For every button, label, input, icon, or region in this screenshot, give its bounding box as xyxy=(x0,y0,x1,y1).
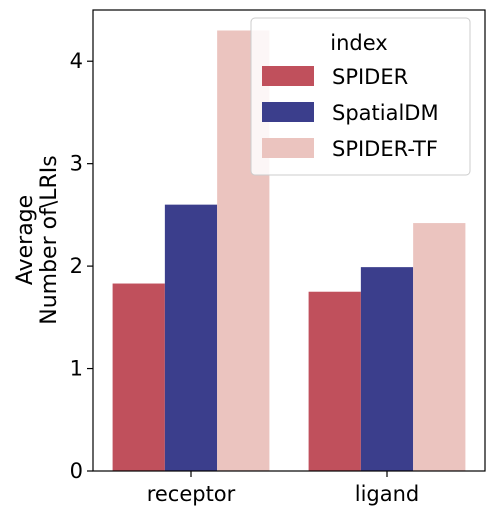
y-tick-label: 4 xyxy=(70,49,83,73)
bar-spider-ligand xyxy=(308,291,361,471)
y-tick-label: 1 xyxy=(70,357,83,381)
legend-title: index xyxy=(330,31,387,55)
bar-spider-tf-ligand xyxy=(413,223,466,471)
plot-frame xyxy=(92,9,486,472)
bar-spider-receptor xyxy=(112,283,165,471)
bars-layer xyxy=(112,30,466,471)
x-tick-label: ligand xyxy=(355,482,420,506)
y-axis-label: Average Number of\LRIs xyxy=(13,155,62,324)
x-tick-label: receptor xyxy=(147,482,236,506)
y-tick-label: 2 xyxy=(70,254,83,278)
y-axis-label-line-2: Number of\LRIs xyxy=(37,155,62,324)
legend-label-spider-tf: SPIDER-TF xyxy=(332,137,438,161)
y-axis-ticks: 0 1 2 3 4 xyxy=(70,49,93,483)
y-tick-label: 0 xyxy=(70,459,83,483)
y-axis-label-line-1: Average xyxy=(13,195,38,285)
legend: index SPIDER SpatialDM SPIDER-TF xyxy=(250,17,471,176)
legend-swatch-spatialdm xyxy=(262,102,314,122)
legend-label-spider: SPIDER xyxy=(332,65,408,89)
legend-box xyxy=(250,17,471,176)
legend-items: SPIDER SpatialDM SPIDER-TF xyxy=(262,65,439,161)
bar-spatialdm-ligand xyxy=(360,267,414,471)
legend-swatch-spider xyxy=(262,66,314,86)
legend-label-spatialdm: SpatialDM xyxy=(332,101,439,125)
legend-swatch-spider-tf xyxy=(262,138,314,158)
x-axis-ticks: receptor ligand xyxy=(147,471,420,506)
y-tick-label: 3 xyxy=(70,152,83,176)
bar-spatialdm-receptor xyxy=(164,204,218,471)
